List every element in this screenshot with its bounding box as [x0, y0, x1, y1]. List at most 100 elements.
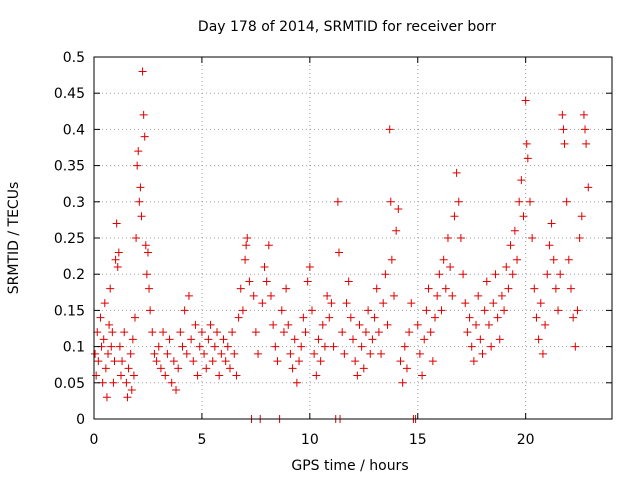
data-point: [123, 393, 132, 402]
data-point: [372, 284, 381, 293]
y-tick-label: 0.4: [63, 122, 85, 138]
data-point: [176, 328, 185, 337]
data-point: [210, 342, 219, 351]
plot-frame: [93, 56, 613, 420]
data-point: [133, 161, 142, 170]
data-point: [465, 313, 474, 322]
y-tick-label: 0.25: [54, 231, 85, 247]
data-point: [346, 313, 355, 322]
data-point: [448, 291, 457, 300]
data-point: [254, 349, 263, 358]
grid: [94, 57, 612, 419]
data-point: [217, 349, 226, 358]
data-point: [189, 357, 198, 366]
data-point: [140, 132, 149, 141]
data-point: [439, 255, 448, 264]
data-point: [223, 342, 232, 351]
data-point: [152, 357, 161, 366]
data-point: [148, 328, 157, 337]
data-point: [165, 335, 174, 344]
data-point: [355, 320, 364, 329]
data-point: [493, 313, 502, 322]
data-point: [228, 328, 237, 337]
data-point: [538, 349, 547, 358]
data-point: [195, 342, 204, 351]
data-series-srmtid: [91, 67, 593, 423]
data-point: [405, 328, 414, 337]
data-point: [279, 328, 288, 337]
data-point: [441, 284, 450, 293]
data-point: [474, 291, 483, 300]
data-point: [262, 277, 271, 286]
data-point: [107, 342, 116, 351]
data-point: [202, 364, 211, 373]
data-point: [534, 335, 543, 344]
data-point: [446, 262, 455, 271]
data-point: [398, 378, 407, 387]
data-point: [128, 335, 137, 344]
data-point: [102, 393, 111, 402]
y-tick-label: 0.1: [63, 340, 85, 356]
data-point: [351, 357, 360, 366]
data-point: [329, 342, 338, 351]
data-point: [454, 197, 463, 206]
data-point: [497, 291, 506, 300]
data-point: [437, 306, 446, 315]
data-point: [385, 125, 394, 134]
data-point: [353, 371, 362, 380]
data-point: [106, 284, 115, 293]
data-point: [528, 234, 537, 242]
data-point: [390, 291, 399, 300]
data-point: [299, 313, 308, 322]
data-point: [314, 335, 323, 344]
data-point: [502, 262, 511, 271]
data-point: [366, 349, 375, 358]
data-point: [163, 349, 172, 358]
data-point: [242, 241, 251, 250]
data-point: [522, 139, 531, 148]
data-point: [489, 299, 498, 308]
data-point: [551, 284, 560, 293]
data-point: [340, 349, 349, 358]
data-point: [523, 154, 532, 163]
data-point: [269, 320, 278, 329]
data-point: [435, 270, 444, 279]
data-point: [584, 183, 593, 192]
data-point: [120, 328, 129, 337]
data-point: [99, 335, 108, 344]
data-point: [413, 320, 422, 329]
data-point: [288, 364, 297, 373]
data-point: [415, 349, 424, 358]
data-point: [307, 306, 316, 315]
data-point: [104, 349, 113, 358]
data-point: [325, 313, 334, 322]
data-point: [484, 320, 493, 329]
data-point: [364, 306, 373, 315]
data-point: [180, 306, 189, 315]
data-point: [566, 284, 575, 293]
y-tick-label: 0.45: [54, 86, 85, 102]
data-point: [420, 335, 429, 344]
data-point: [295, 357, 304, 366]
data-point: [136, 183, 145, 192]
y-tick-label: 0.05: [54, 376, 85, 392]
data-point: [402, 364, 411, 373]
data-point: [377, 349, 386, 358]
data-point: [139, 110, 148, 119]
data-point: [361, 328, 370, 337]
data-point: [422, 306, 431, 315]
data-point: [443, 234, 452, 242]
data-point: [506, 241, 515, 250]
data-point: [146, 306, 155, 315]
data-point: [407, 299, 416, 308]
data-point: [156, 364, 165, 373]
data-point: [575, 234, 584, 242]
data-point: [219, 335, 228, 344]
data-point: [277, 306, 286, 315]
data-point: [245, 277, 254, 286]
data-point: [562, 197, 571, 206]
data-point: [386, 197, 395, 206]
data-point: [478, 349, 487, 358]
data-point: [249, 291, 258, 300]
